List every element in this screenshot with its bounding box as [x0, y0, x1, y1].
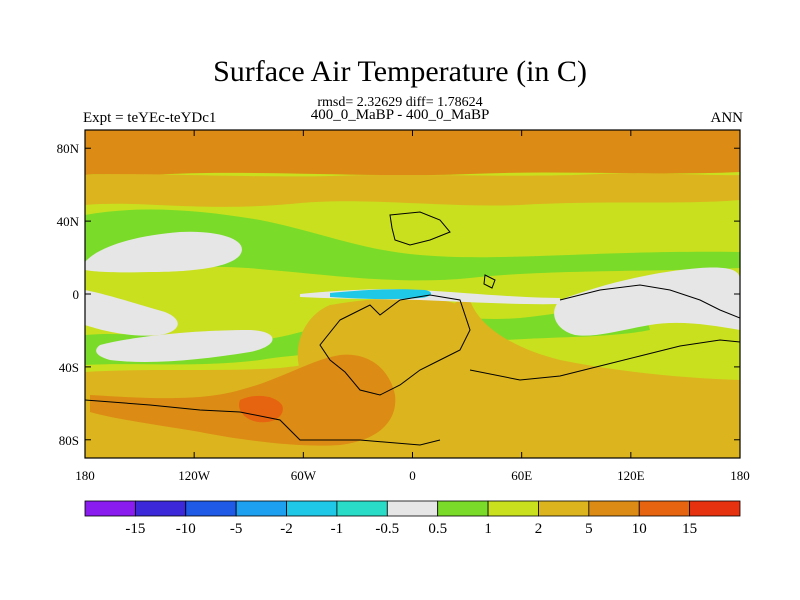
- field-neutral-west: [85, 290, 178, 336]
- colorbar: -15 -10 -5 -2 -1 -0.5 0.5 1 2 5 10 15: [84, 500, 741, 537]
- colorbar-label: -0.5: [375, 521, 399, 537]
- x-tick-label: 120W: [178, 468, 211, 483]
- plot-title: Surface Air Temperature (in C): [213, 55, 587, 88]
- colorbar-label: 10: [632, 521, 647, 537]
- colorbar-swatch: [134, 500, 187, 517]
- x-axis-ticks: 180 120W 60W 0 60E 120E 180: [75, 130, 750, 483]
- colorbar-swatch: [185, 500, 237, 517]
- field-neutral-east: [554, 267, 740, 336]
- colorbar-swatch: [638, 500, 691, 517]
- colorbar-swatch: [689, 500, 741, 517]
- stats-label: rmsd= 2.32629 diff= 1.78624: [317, 95, 483, 110]
- x-tick-label: 180: [730, 468, 750, 483]
- field-cold-streak: [330, 289, 432, 300]
- colorbar-swatch: [386, 500, 439, 517]
- colorbar-swatch: [538, 500, 590, 517]
- x-tick-label: 120E: [617, 468, 645, 483]
- colorbar-label: -15: [125, 521, 145, 537]
- colorbar-swatch: [336, 500, 388, 517]
- colorbar-label: 2: [535, 521, 543, 537]
- y-tick-label: 80S: [59, 433, 79, 448]
- map-field: [85, 130, 740, 458]
- colorbar-label: 0.5: [428, 521, 447, 537]
- colorbar-label: 15: [682, 521, 697, 537]
- colorbar-swatch: [235, 500, 287, 517]
- season-label: ANN: [710, 110, 744, 126]
- colorbar-swatch: [437, 500, 489, 517]
- x-tick-label: 60W: [291, 468, 317, 483]
- field-neutral-northwest: [85, 231, 242, 273]
- plot-subtitle: 400_0_MaBP - 400_0_MaBP: [310, 107, 490, 123]
- x-tick-label: 180: [75, 468, 95, 483]
- field-neutral-southwest: [96, 330, 273, 363]
- x-tick-label: 0: [409, 468, 416, 483]
- experiment-label: Expt = teYEc-teYDc1: [83, 110, 217, 126]
- y-tick-label: 80N: [57, 141, 80, 156]
- colorbar-swatch: [286, 500, 338, 517]
- colorbar-swatch: [84, 500, 136, 517]
- colorbar-swatch: [487, 500, 539, 517]
- colorbar-label: 5: [585, 521, 593, 537]
- y-tick-label: 40S: [59, 360, 79, 375]
- colorbar-label: 1: [484, 521, 492, 537]
- y-tick-label: 0: [73, 287, 80, 302]
- field-green-band-north: [85, 209, 740, 281]
- field-hot-spot: [239, 395, 283, 423]
- x-tick-label: 60E: [511, 468, 532, 483]
- colorbar-label: -5: [230, 521, 243, 537]
- continent-outlines: [85, 211, 740, 446]
- field-northern-warm-band: [85, 130, 740, 176]
- colorbar-label: -10: [176, 521, 196, 537]
- y-tick-label: 40N: [57, 214, 80, 229]
- colorbar-swatch: [588, 500, 640, 517]
- colorbar-label: -1: [331, 521, 344, 537]
- field-northern-mid-band: [85, 173, 740, 207]
- y-axis-ticks: 80N 40N 0 40S 80S: [57, 141, 740, 448]
- colorbar-label: -2: [280, 521, 293, 537]
